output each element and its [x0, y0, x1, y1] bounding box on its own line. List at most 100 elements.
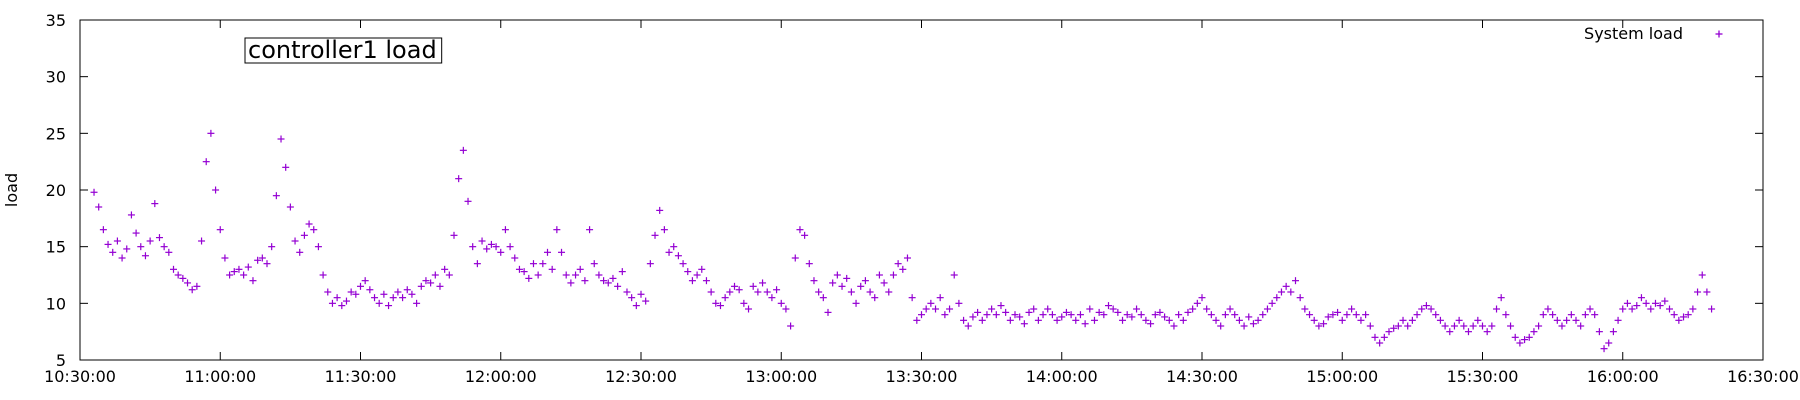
- data-point: [1292, 277, 1299, 285]
- data-point: [179, 274, 187, 282]
- x-tick-label: 12:00:00: [465, 367, 537, 386]
- data-point: [357, 282, 364, 290]
- y-tick-label: 15: [46, 238, 66, 257]
- data-point: [1357, 316, 1365, 324]
- y-tick-label: 35: [46, 11, 66, 30]
- data-point: [815, 288, 823, 296]
- data-point: [558, 248, 566, 256]
- x-tick-label: 16:00:00: [1587, 367, 1659, 386]
- data-point: [1273, 294, 1281, 302]
- data-point: [188, 286, 196, 294]
- data-point: [249, 277, 257, 285]
- data-point: [198, 237, 206, 245]
- data-point: [1600, 345, 1608, 353]
- data-point: [889, 271, 897, 279]
- data-point: [1553, 316, 1561, 324]
- data-point: [1418, 305, 1426, 313]
- data-point: [847, 288, 855, 296]
- data-point: [118, 254, 126, 262]
- data-point: [1441, 322, 1449, 330]
- data-point: [1581, 311, 1589, 319]
- data-point: [1366, 322, 1374, 330]
- data-point: [1488, 322, 1496, 330]
- data-point: [838, 282, 846, 290]
- data-point: [1109, 305, 1117, 313]
- data-point: [1179, 316, 1187, 324]
- data-point: [833, 271, 841, 279]
- data-point: [1240, 322, 1248, 330]
- data-point: [1563, 316, 1571, 324]
- x-tick-label: 15:00:00: [1306, 367, 1378, 386]
- data-point: [1362, 311, 1370, 319]
- data-point: [712, 299, 720, 307]
- data-point: [1422, 302, 1430, 310]
- data-point: [1310, 316, 1318, 324]
- data-point: [1502, 311, 1510, 319]
- data-point: [160, 243, 168, 251]
- data-point: [562, 271, 570, 279]
- data-point: [702, 277, 710, 285]
- data-point: [529, 260, 537, 268]
- data-point: [1058, 313, 1066, 321]
- data-point: [170, 265, 177, 273]
- data-point: [1455, 316, 1463, 324]
- data-point: [1493, 305, 1501, 313]
- data-point: [520, 268, 528, 276]
- data-point: [1212, 316, 1220, 324]
- x-tick-label: 14:30:00: [1166, 367, 1238, 386]
- data-point: [642, 297, 650, 305]
- data-point: [254, 256, 262, 264]
- data-point: [436, 282, 444, 290]
- data-point: [946, 305, 954, 313]
- data-point: [628, 294, 636, 302]
- data-point: [955, 299, 963, 307]
- data-point: [277, 135, 285, 143]
- data-point: [1637, 294, 1645, 302]
- data-point: [193, 282, 201, 290]
- data-point: [740, 299, 748, 307]
- data-point: [441, 265, 449, 273]
- data-point: [1189, 305, 1197, 313]
- data-point: [875, 271, 883, 279]
- data-point: [258, 254, 266, 262]
- data-point: [866, 288, 874, 296]
- data-point: [1413, 311, 1421, 319]
- legend-marker-system-load: [1715, 30, 1723, 38]
- data-point: [1642, 299, 1650, 307]
- data-point: [1464, 328, 1472, 336]
- data-point: [1277, 288, 1285, 296]
- data-point: [338, 302, 346, 310]
- data-point: [1329, 311, 1337, 319]
- data-point: [1385, 328, 1393, 336]
- data-point: [614, 282, 622, 290]
- data-point: [286, 203, 294, 211]
- data-point: [1680, 313, 1688, 321]
- data-point: [1207, 311, 1215, 319]
- data-point: [852, 299, 860, 307]
- data-point: [969, 313, 977, 321]
- data-point: [1516, 339, 1524, 347]
- data-point: [932, 305, 940, 313]
- data-point: [1170, 322, 1178, 330]
- data-point: [1507, 322, 1515, 330]
- data-point: [1479, 322, 1486, 330]
- data-point: [857, 282, 865, 290]
- data-point: [417, 282, 425, 290]
- data-point: [791, 254, 799, 262]
- data-point: [99, 226, 107, 234]
- data-point: [983, 311, 991, 319]
- data-point: [1053, 316, 1061, 324]
- data-point: [665, 248, 673, 256]
- data-point: [922, 305, 930, 313]
- data-point: [1133, 305, 1141, 313]
- data-point: [1086, 305, 1094, 313]
- data-point: [1577, 322, 1585, 330]
- data-point: [726, 288, 734, 296]
- data-point: [773, 286, 781, 294]
- data-point: [1315, 322, 1323, 330]
- data-point: [600, 277, 608, 285]
- data-point: [1217, 322, 1225, 330]
- data-point: [216, 226, 224, 234]
- data-point: [632, 302, 640, 310]
